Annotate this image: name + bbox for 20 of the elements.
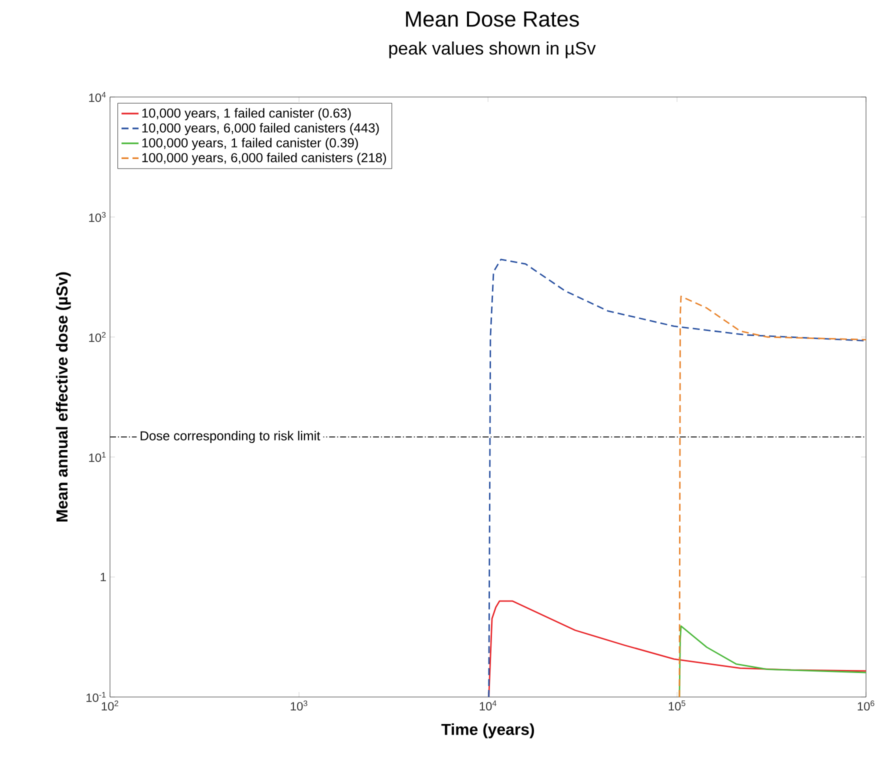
x-tick-label: 10$^{4}$ [480, 700, 496, 710]
legend-label: 100,000 years, 1 failed canister (0.39) [142, 138, 358, 150]
x-tick-label: 10$^{5}$ [668, 700, 686, 710]
chart-subtitle: peak values shown in µSv [389, 42, 596, 58]
y-axis-title: Mean annual effective dose (µSv) [56, 272, 71, 522]
y-tick-label: 10$^{3}$ [89, 212, 106, 222]
y-tick-label: 10$^{2}$ [89, 332, 106, 342]
y-tick-label: 10$^{4}$ [89, 92, 106, 102]
x-tick-label: 10$^{3}$ [290, 700, 308, 711]
x-tick-label: 10$^{2}$ [102, 700, 118, 711]
ref-line-label: Dose corresponding to risk limit [140, 430, 320, 443]
legend-label: 100,000 years, 6,000 failed canisters (218) [142, 152, 386, 165]
x-tick-label: 10$^{6}$ [858, 700, 874, 711]
y-tick-label: 10$^{1}$ [89, 452, 106, 462]
chart-title: Mean Dose Rates [406, 12, 579, 27]
x-axis-title: Time (years) [441, 723, 534, 738]
y-tick-label: 1 [100, 572, 106, 582]
legend-label: 10,000 years, 6,000 failed canisters (443) [142, 123, 379, 136]
legend-label: 10,000 years, 1 failed canister (0.63) [142, 108, 351, 120]
y-tick-label: 10$^{-1}$ [86, 692, 106, 702]
